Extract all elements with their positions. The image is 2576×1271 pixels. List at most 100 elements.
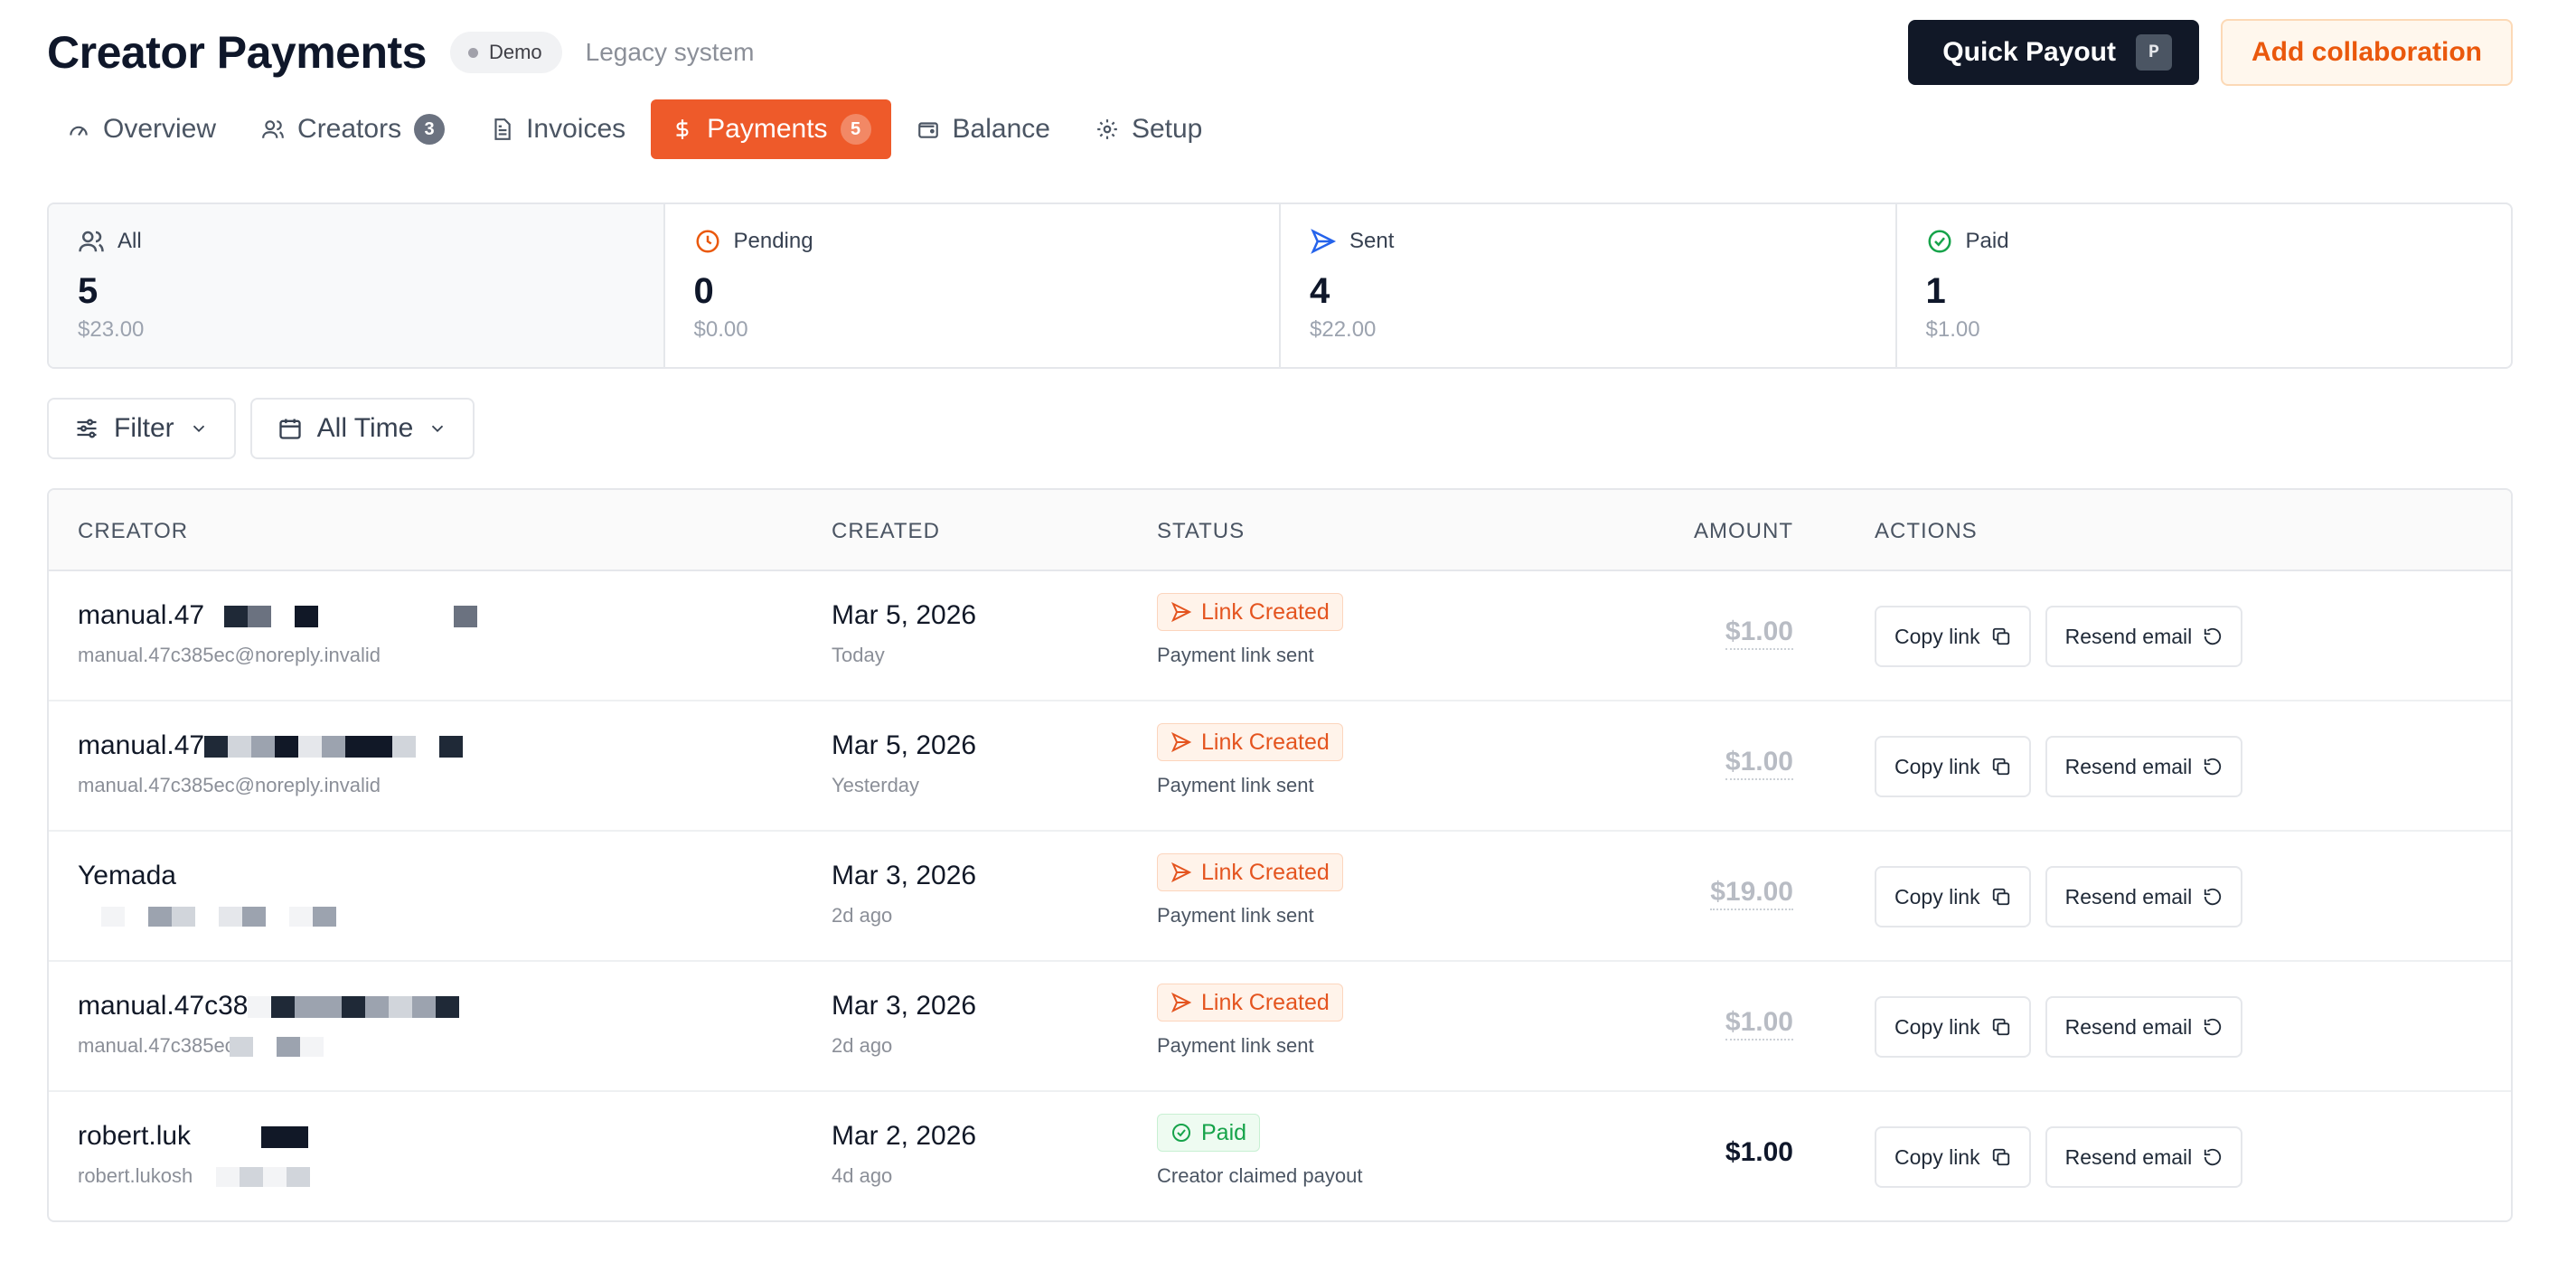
gauge-icon [70,126,88,137]
actions-cell: Copy link Resend email [1875,1126,2243,1188]
redacted-block [240,1167,264,1188]
amount-value[interactable]: $19.00 [1710,877,1793,910]
filter-dropdown[interactable]: Filter [47,398,236,459]
stat-card-pending[interactable]: Pending 0 $0.00 [665,204,1281,367]
shortcut-key: P [2136,34,2172,71]
stat-label: All [118,229,142,253]
resend-email-button[interactable]: Resend email [2045,996,2243,1058]
table-row[interactable]: manual.47 manual.47c385ec@noreply.invali… [49,571,2511,701]
status-cell: Paid Creator claimed payout [1157,1114,1362,1188]
column-header-amount[interactable]: AMOUNT [1694,519,1793,543]
status-label: Link Created [1201,989,1330,1015]
table-row[interactable]: manual.47c38 manual.47c385ec Mar 3, 2026… [49,962,2511,1092]
resend-email-button[interactable]: Resend email [2045,606,2243,667]
redacted-block [219,907,242,927]
file-icon [494,118,511,140]
payments-table: CREATOR CREATED STATUS AMOUNT ACTIONS ma… [47,488,2513,1222]
redacted-block [412,996,437,1019]
chevron-down-icon [193,425,204,433]
created-relative: Today [832,644,885,666]
status-cell: Link Created Payment link sent [1157,984,1343,1058]
filter-label: Filter [114,413,174,443]
sliders-icon [77,419,97,438]
time-range-dropdown[interactable]: All Time [249,398,475,459]
tab-balance[interactable]: Balance [897,99,1070,159]
legacy-system-link[interactable]: Legacy system [585,38,755,66]
creator-name: manual.47 [78,600,478,631]
add-collaboration-button[interactable]: Add collaboration [2221,19,2513,86]
status-label: Link Created [1201,859,1330,885]
copy-link-button[interactable]: Copy link [1875,606,2031,667]
chevron-down-icon [432,425,444,433]
redacted-block [365,996,390,1019]
tab-label: Overview [103,114,217,144]
tab-payments[interactable]: Payments 5 [651,99,891,159]
redacted-block [342,996,366,1019]
send-icon [1311,229,1337,254]
tab-label: Creators [297,114,402,144]
tab-setup[interactable]: Setup [1076,99,1222,159]
status-badge: Link Created [1157,593,1343,631]
table-row[interactable]: manual.47 manual.47c385ec@noreply.invali… [49,701,2511,832]
status-badge: Link Created [1157,723,1343,761]
redacted-block [345,736,393,758]
column-header-created[interactable]: CREATED [832,519,940,543]
amount-value: $1.00 [1725,1137,1793,1167]
status-label: Link Created [1201,729,1330,755]
quick-payout-button[interactable]: Quick Payout P [1908,20,2199,85]
redacted-block [216,1167,240,1188]
column-header-creator[interactable]: CREATOR [78,519,189,543]
redacted-block [148,907,172,927]
copy-link-button[interactable]: Copy link [1875,866,2031,927]
tab-count-badge: 5 [840,114,871,145]
users-icon [79,231,104,252]
redacted-block [228,736,252,758]
creator-name-text: robert.luk [78,1121,192,1151]
resend-email-button[interactable]: Resend email [2045,866,2243,927]
created-date: Mar 5, 2026 [832,730,977,760]
column-header-status[interactable]: STATUS [1157,519,1246,543]
send-icon [1170,992,1192,1013]
created-cell: Mar 2, 2026 4d ago [832,1121,976,1188]
copy-link-button[interactable]: Copy link [1875,996,2031,1058]
wallet-icon [917,122,938,138]
created-date: Mar 5, 2026 [832,600,977,630]
stat-card-paid[interactable]: Paid 1 $1.00 [1897,204,2512,367]
amount-value[interactable]: $1.00 [1725,747,1793,780]
amount-value[interactable]: $1.00 [1725,1007,1793,1040]
check-circle-icon [1928,230,1951,253]
resend-email-label: Resend email [2064,884,2193,909]
creator-cell: Yemada [78,861,336,927]
actions-cell: Copy link Resend email [1875,996,2243,1058]
stat-card-sent[interactable]: Sent 4 $22.00 [1281,204,1897,367]
tab-creators[interactable]: Creators 3 [241,99,465,159]
actions-cell: Copy link Resend email [1875,606,2243,667]
created-date: Mar 3, 2026 [832,991,977,1021]
redacted-block [295,606,319,628]
refresh-icon [2205,627,2222,645]
send-icon [1170,601,1192,623]
tab-overview[interactable]: Overview [47,99,236,159]
tab-invoices[interactable]: Invoices [470,99,645,159]
creator-email: manual.47c385ec [78,1034,459,1058]
created-date: Mar 3, 2026 [832,861,977,890]
header-actions: Quick Payout P Add collaboration [1908,19,2513,86]
table-row[interactable]: robert.luk robert.lukosh Mar 2, 2026 4d … [49,1092,2511,1220]
amount-value[interactable]: $1.00 [1725,617,1793,650]
main-tabs: Overview Creators 3 Invoices Payments 5 … [47,99,1222,159]
creator-name-text: manual.47 [78,600,205,630]
redacted-block [439,736,464,758]
stat-card-all[interactable]: All 5 $23.00 [49,204,665,367]
table-row[interactable]: Yemada Mar 3, 2026 2d ago Link Created P… [49,832,2511,962]
resend-email-button[interactable]: Resend email [2045,1126,2243,1188]
copy-link-button[interactable]: Copy link [1875,1126,2031,1188]
status-badge: Paid [1157,1114,1261,1152]
stat-count: 1 [1925,271,1946,311]
dollar-icon [676,119,689,139]
redacted-block [295,996,343,1019]
copy-link-button[interactable]: Copy link [1875,736,2031,797]
actions-cell: Copy link Resend email [1875,866,2243,927]
resend-email-button[interactable]: Resend email [2045,736,2243,797]
status-label: Paid [1201,1119,1247,1145]
copy-icon [1992,1148,2009,1166]
